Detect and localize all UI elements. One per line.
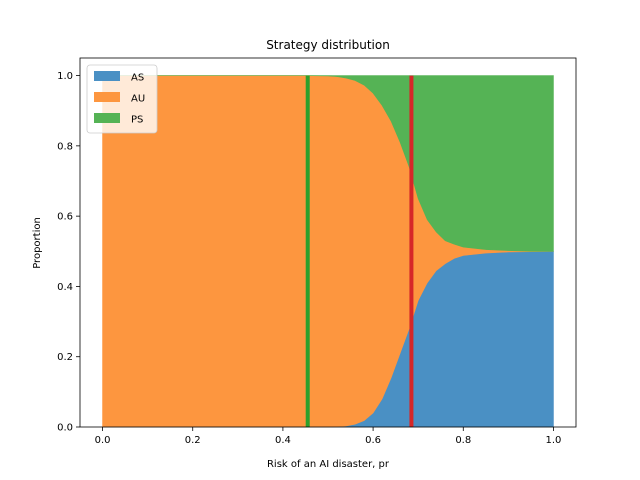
- legend: AS AU PS: [86, 64, 158, 134]
- y-tick-label: 0.4: [57, 282, 73, 293]
- x-tick-label: 1.0: [546, 435, 562, 446]
- y-tick-label: 0.2: [57, 352, 73, 363]
- y-tick-label: 0.8: [57, 141, 73, 152]
- legend-label-au: AU: [131, 94, 145, 105]
- x-tick-label: 0.6: [365, 435, 381, 446]
- chart-title: Strategy distribution: [266, 38, 390, 52]
- legend-swatch-au: [94, 92, 120, 102]
- legend-swatch-ps: [94, 113, 120, 123]
- area-ps: [102, 75, 554, 252]
- y-tick-label: 0.0: [57, 423, 73, 434]
- y-tick-label: 1.0: [57, 71, 73, 82]
- x-tick-label: 0.4: [275, 435, 291, 446]
- vertical-marker-lines: [305, 75, 414, 427]
- legend-label-as: AS: [131, 73, 144, 84]
- x-tick-label: 0.2: [185, 435, 201, 446]
- y-tick-label: 0.6: [57, 212, 73, 223]
- x-axis-label: Risk of an AI disaster, pr: [267, 459, 390, 470]
- legend-swatch-as: [94, 71, 120, 81]
- stacked-areas: [102, 75, 554, 428]
- x-tick-label: 0.0: [95, 435, 111, 446]
- legend-label-ps: PS: [131, 115, 143, 126]
- x-tick-label: 0.8: [455, 435, 471, 446]
- axes: 0.0 0.2 0.4 0.6 0.8 1.0 0.0 0.2 0.4 0.6 0.8 1.0: [57, 57, 577, 446]
- y-axis-label: Proportion: [32, 217, 43, 269]
- plot-frame: [79, 57, 577, 428]
